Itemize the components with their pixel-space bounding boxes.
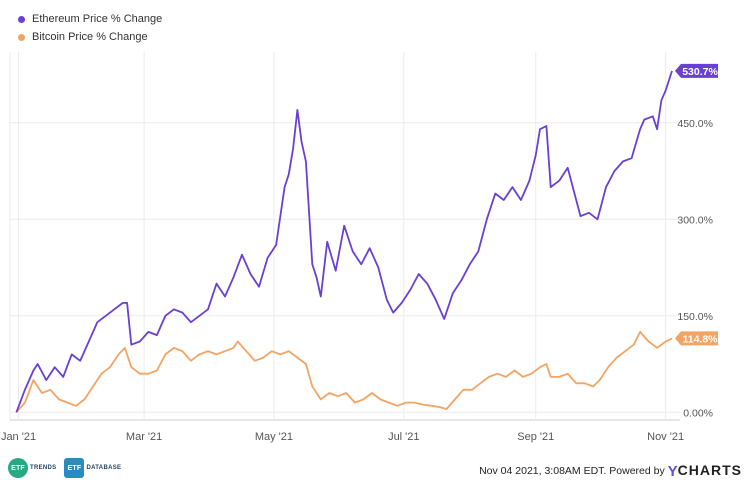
y-tick-label: 450.0% — [677, 118, 713, 130]
legend-item-ethereum[interactable]: Ethereum Price % Change — [18, 10, 162, 28]
bitcoin-legend-label: Bitcoin Price % Change — [32, 31, 148, 43]
x-tick-label: Nov '21 — [647, 431, 684, 443]
etf-trends-logo[interactable]: ETF TRENDS — [8, 458, 56, 478]
y-tick-label: 150.0% — [677, 311, 713, 323]
end-value-labels: 114.8% 530.7% — [675, 63, 718, 346]
bitcoin-end-label: 114.8% — [675, 331, 718, 346]
ethereum-end-label-box — [675, 63, 718, 78]
etf-database-mark: ETF — [64, 458, 85, 478]
bitcoin-end-label-box — [675, 331, 718, 346]
x-tick-label: Jul '21 — [388, 431, 419, 443]
powered-by-text: Powered by — [609, 465, 665, 477]
chart-footer: ETF TRENDS ETF DATABASE Nov 04 2021, 3:0… — [0, 450, 750, 484]
chart-credit: Nov 04 2021, 3:08AM EDT. Powered by YCHA… — [479, 462, 742, 480]
grid-lines — [9, 52, 680, 421]
series-layer — [15, 70, 673, 413]
ethereum-end-label-text: 530.7% — [682, 66, 718, 78]
y-tick-label: 300.0% — [677, 214, 713, 226]
sponsor-logos: ETF TRENDS ETF DATABASE — [8, 458, 129, 478]
x-tick-label: May '21 — [255, 431, 293, 443]
ethereum-legend-label: Ethereum Price % Change — [32, 13, 163, 25]
y-tick-label: 0.00% — [683, 407, 713, 419]
x-tick-label: Mar '21 — [126, 431, 162, 443]
etf-trends-word: TRENDS — [30, 465, 57, 471]
axis-labels: Jan '21 Mar '21 May '21 Jul '21 Sep '21 Nov '… — [1, 118, 713, 443]
ycharts-logo-mark[interactable]: Y — [667, 463, 678, 480]
etf-trends-mark: ETF — [8, 458, 28, 478]
bitcoin-price-line — [15, 331, 673, 413]
chart-timestamp: Nov 04 2021, 3:08AM EDT. — [479, 465, 607, 477]
x-tick-label: Jan '21 — [1, 431, 36, 443]
bitcoin-end-label-text: 114.8% — [682, 333, 718, 345]
ethereum-legend-marker — [18, 15, 25, 23]
ycharts-logo-word[interactable]: CHARTS — [677, 462, 742, 478]
legend-item-bitcoin[interactable]: Bitcoin Price % Change — [18, 28, 162, 46]
bitcoin-legend-marker — [18, 33, 25, 41]
etf-database-logo[interactable]: ETF DATABASE — [64, 458, 121, 478]
x-tick-label: Sep '21 — [517, 431, 554, 443]
price-change-chart: Jan '21 Mar '21 May '21 Jul '21 Sep '21 Nov '… — [1, 52, 718, 443]
chart-legend[interactable]: Ethereum Price % Change Bitcoin Price % … — [18, 10, 162, 46]
etf-database-word: DATABASE — [86, 465, 122, 471]
ethereum-price-line — [15, 70, 673, 413]
ethereum-end-label: 530.7% — [675, 63, 718, 78]
